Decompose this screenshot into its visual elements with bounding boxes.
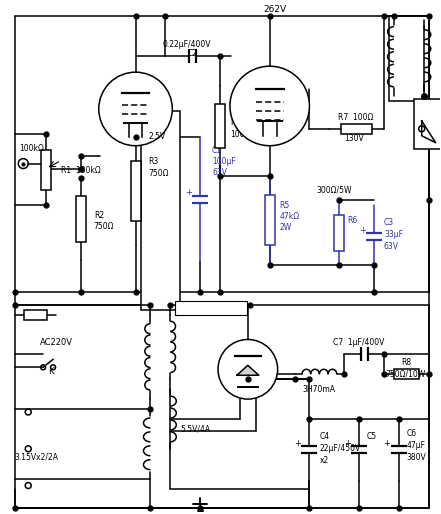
- Text: 47μF: 47μF: [407, 442, 426, 450]
- Text: 300Ω/5W: 300Ω/5W: [317, 186, 352, 195]
- Bar: [334, 214, 344, 251]
- Text: C4: C4: [319, 432, 329, 442]
- Text: C1: C1: [212, 146, 222, 155]
- Text: +: +: [185, 189, 192, 197]
- Text: 100kΩ: 100kΩ: [19, 144, 44, 153]
- Text: 5.5V/4A: 5.5V/4A: [180, 425, 210, 433]
- Text: +: +: [359, 226, 366, 235]
- Text: C7  1μF/400V: C7 1μF/400V: [333, 338, 385, 347]
- Text: 2W: 2W: [280, 223, 292, 232]
- Text: 3H70mA: 3H70mA: [303, 384, 336, 394]
- Text: R2: R2: [94, 211, 104, 220]
- Bar: [215, 104, 225, 148]
- Text: C5: C5: [367, 432, 377, 442]
- Bar: [341, 124, 372, 134]
- Bar: [41, 150, 51, 190]
- Bar: [394, 369, 419, 379]
- Text: +: +: [384, 439, 390, 448]
- Bar: [414, 99, 441, 149]
- Text: 0.22μF/400V: 0.22μF/400V: [163, 40, 212, 49]
- Text: K: K: [49, 367, 54, 376]
- Polygon shape: [237, 365, 259, 375]
- Text: 63V: 63V: [384, 242, 399, 250]
- Text: x2: x2: [319, 456, 329, 465]
- Bar: [24, 309, 47, 320]
- Text: 750Ω: 750Ω: [149, 169, 169, 178]
- Text: +: +: [344, 439, 351, 448]
- Text: 47kΩ: 47kΩ: [280, 212, 300, 221]
- Text: R4: R4: [230, 118, 240, 127]
- Text: 250Vx2/75mA: 250Vx2/75mA: [184, 303, 238, 312]
- Circle shape: [230, 66, 310, 145]
- Text: 130V: 130V: [344, 134, 364, 143]
- Text: 3.15Vx2/2A: 3.15Vx2/2A: [14, 452, 58, 461]
- Text: 380V: 380V: [407, 453, 426, 462]
- Text: 2.5V: 2.5V: [149, 133, 166, 141]
- Text: R1  100kΩ: R1 100kΩ: [61, 166, 101, 175]
- Text: R5: R5: [280, 201, 290, 210]
- Bar: [141, 111, 180, 309]
- Text: C3: C3: [384, 218, 394, 227]
- Text: AC220V: AC220V: [40, 338, 72, 347]
- Bar: [175, 301, 247, 315]
- Text: 750Ω: 750Ω: [94, 222, 114, 231]
- Text: 22μF/450V: 22μF/450V: [319, 444, 361, 453]
- Text: 262V: 262V: [263, 5, 286, 14]
- Text: 100μF: 100μF: [212, 157, 236, 166]
- Text: C2: C2: [187, 49, 197, 58]
- Text: 100kΩ: 100kΩ: [230, 130, 255, 139]
- Text: +: +: [294, 439, 301, 448]
- Bar: [76, 196, 86, 242]
- Text: 63V: 63V: [212, 168, 227, 177]
- Text: R3: R3: [149, 157, 159, 166]
- Circle shape: [99, 72, 172, 145]
- Bar: [131, 161, 141, 221]
- Text: R7  100Ω: R7 100Ω: [338, 114, 374, 122]
- Text: R6: R6: [347, 216, 358, 225]
- Text: C6: C6: [407, 429, 417, 438]
- Text: 33μF: 33μF: [384, 230, 403, 238]
- Text: 750Ω/10W: 750Ω/10W: [386, 370, 426, 379]
- Bar: [265, 195, 275, 245]
- Text: R8: R8: [401, 358, 411, 367]
- Bar: [389, 15, 429, 101]
- Circle shape: [218, 339, 278, 399]
